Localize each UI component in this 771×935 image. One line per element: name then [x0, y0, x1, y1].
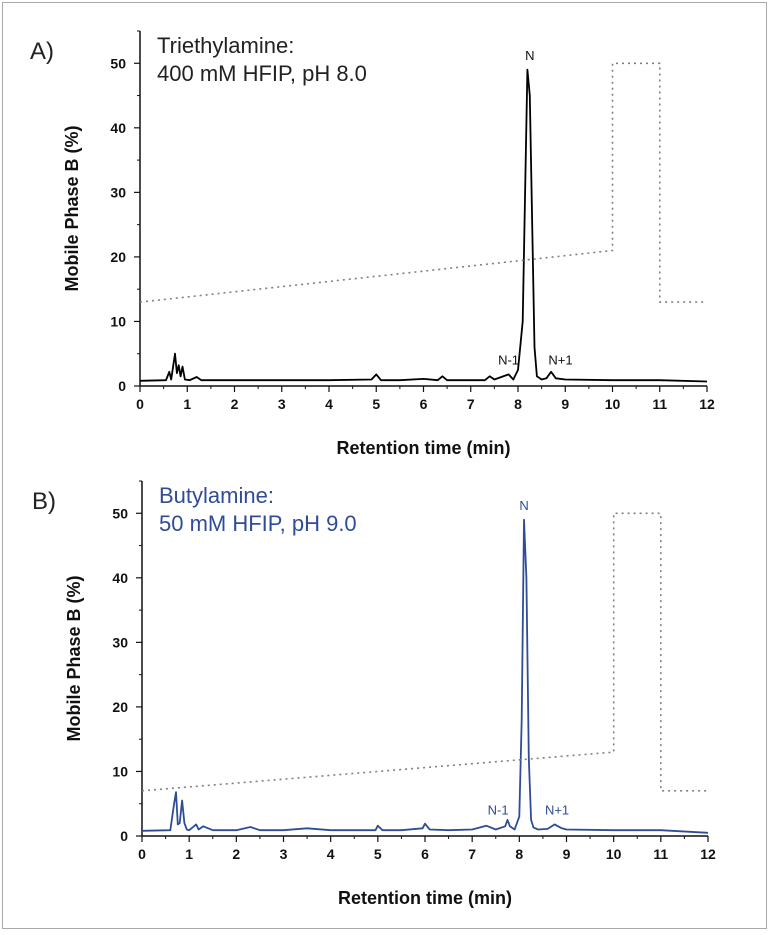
x-axis-title: Retention time (min)	[338, 888, 512, 908]
x-tick-label: 1	[183, 396, 191, 412]
x-tick-label: 5	[374, 846, 382, 862]
y-tick-label: 30	[110, 184, 126, 200]
y-axis-title: Mobile Phase B (%)	[62, 125, 82, 291]
x-axis-title: Retention time (min)	[337, 438, 511, 458]
x-tick-label: 10	[605, 396, 621, 412]
x-tick-label: 3	[280, 846, 288, 862]
panel-title-line1: Butylamine:	[159, 483, 274, 508]
x-tick-label: 11	[653, 846, 668, 862]
x-tick-label: 12	[699, 396, 715, 412]
x-tick-label: 8	[514, 396, 522, 412]
x-tick-label: 9	[561, 396, 569, 412]
x-tick-label: 6	[420, 396, 428, 412]
y-tick-label: 50	[112, 505, 128, 521]
x-tick-label: 4	[327, 846, 335, 862]
chromatogram-trace	[141, 518, 709, 834]
x-tick-label: 9	[563, 846, 571, 862]
y-tick-label: 40	[110, 120, 126, 136]
y-tick-label: 30	[112, 634, 128, 650]
peak-label: N-1	[498, 353, 519, 368]
y-tick-label: 10	[110, 313, 126, 329]
x-tick-label: 6	[421, 846, 429, 862]
y-tick-label: 40	[112, 570, 128, 586]
y-tick-label: 20	[112, 699, 128, 715]
gradient-line	[139, 62, 707, 303]
peak-label: N	[519, 498, 528, 513]
peak-label: N	[525, 48, 534, 63]
peak-label: N+1	[548, 353, 572, 368]
x-tick-label: 5	[372, 396, 380, 412]
panel-label: B)	[32, 488, 56, 515]
peak-label: N-1	[488, 803, 509, 818]
x-tick-label: 3	[278, 396, 286, 412]
x-tick-label: 11	[652, 396, 667, 412]
panel-label: A)	[30, 38, 54, 65]
x-tick-label: 0	[136, 396, 144, 412]
panel-title-line2: 50 mM HFIP, pH 9.0	[159, 511, 357, 536]
y-tick-label: 0	[120, 828, 128, 844]
x-tick-label: 7	[467, 396, 475, 412]
panel-title-line1: Triethylamine:	[157, 33, 294, 58]
x-tick-label: 1	[185, 846, 193, 862]
x-tick-label: 2	[232, 846, 240, 862]
chromatogram-trace	[139, 68, 708, 383]
x-tick-label: 2	[231, 396, 239, 412]
x-tick-label: 0	[138, 846, 146, 862]
x-tick-label: 10	[606, 846, 622, 862]
y-tick-label: 20	[110, 249, 126, 265]
x-tick-label: 7	[468, 846, 476, 862]
panel-title-line2: 400 mM HFIP, pH 8.0	[157, 61, 367, 86]
y-tick-label: 10	[112, 763, 128, 779]
x-tick-label: 12	[700, 846, 716, 862]
gradient-line	[141, 512, 708, 792]
y-tick-label: 0	[118, 378, 126, 394]
x-tick-label: 8	[515, 846, 523, 862]
peak-label: N+1	[545, 803, 569, 818]
y-tick-label: 50	[110, 55, 126, 71]
x-tick-label: 4	[325, 396, 333, 412]
y-axis-title: Mobile Phase B (%)	[64, 575, 84, 741]
